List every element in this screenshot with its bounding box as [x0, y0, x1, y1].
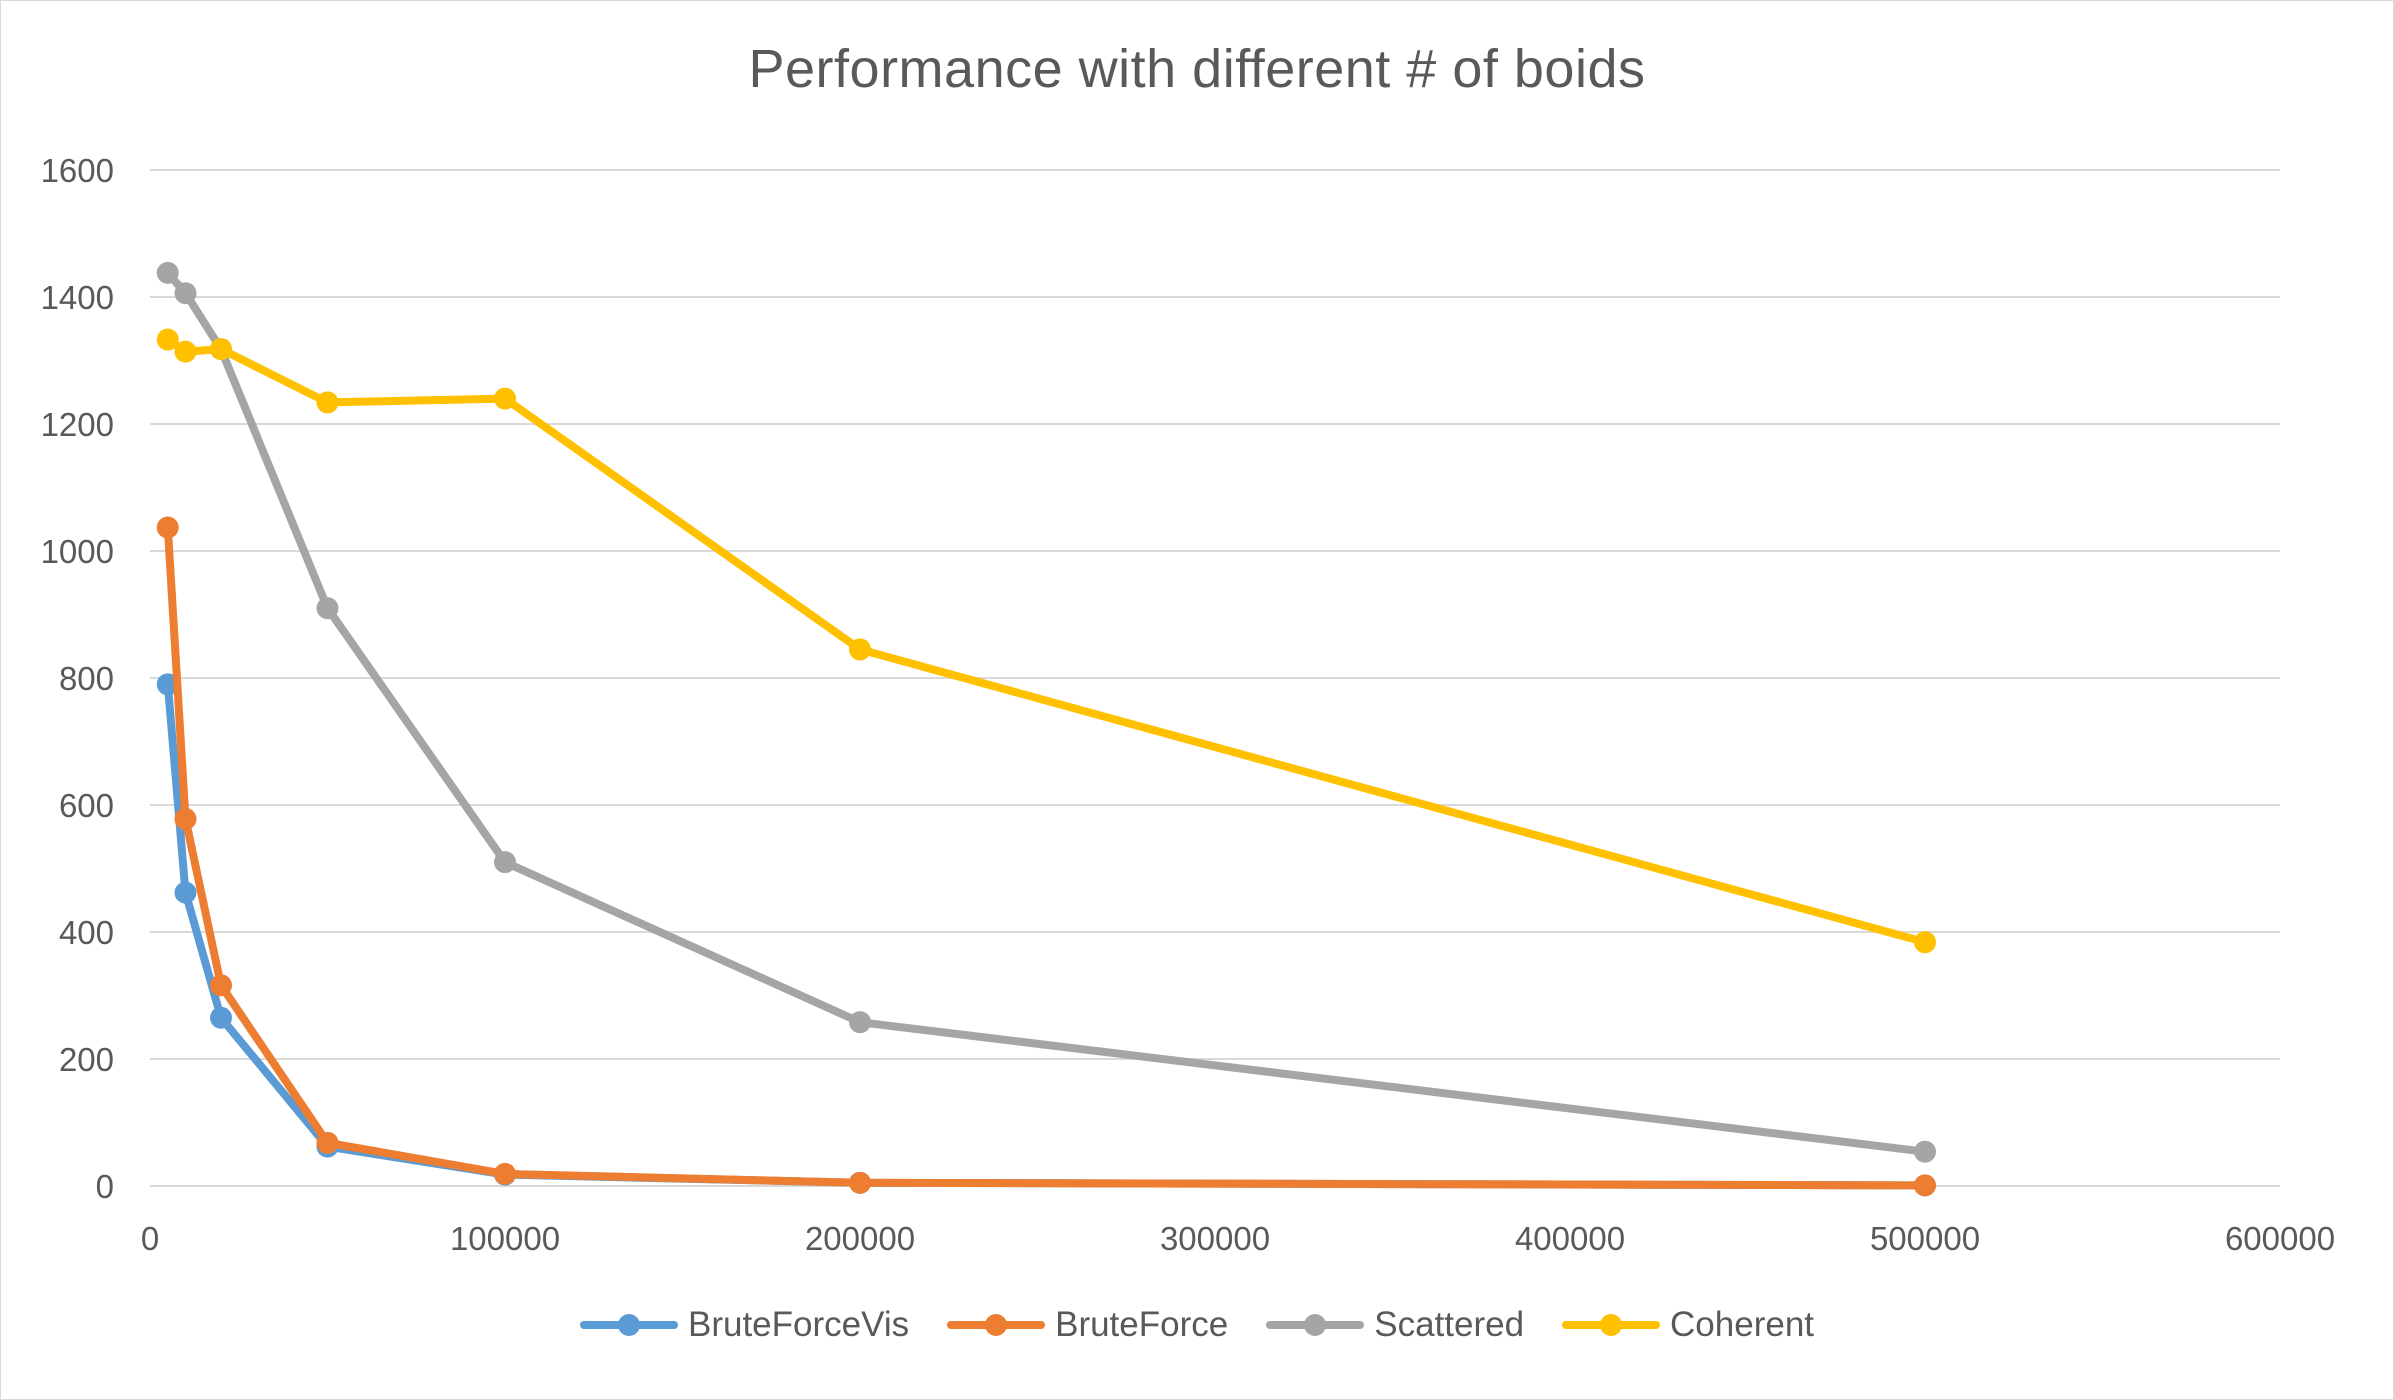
data-point-coherent [156, 328, 179, 351]
data-point-coherent [210, 338, 232, 361]
legend-swatch [579, 1314, 678, 1336]
data-point-bruteforce [316, 1131, 339, 1154]
series-line-scattered [163, 268, 1929, 1156]
series-line-coherent [163, 335, 1929, 947]
data-point-coherent [494, 387, 516, 410]
data-point-scattered [1914, 1140, 1936, 1163]
y-tick-label: 0 [96, 1168, 114, 1205]
y-tick-label: 400 [59, 914, 114, 951]
x-tick-label: 100000 [450, 1220, 560, 1257]
data-point-bruteforce [210, 974, 232, 997]
chart-title: Performance with different # of boids [748, 39, 1646, 99]
x-tick-label: 200000 [805, 1220, 915, 1257]
x-axis-tick-labels: 0 100000 200000 300000 400000 500000 600000 [141, 1220, 2335, 1257]
legend-item-scattered: Scattered [1266, 1305, 1524, 1345]
y-tick-label: 1600 [41, 152, 114, 189]
legend-label: BruteForce [1055, 1305, 1229, 1344]
legend-item-coherent: Coherent [1562, 1305, 1814, 1345]
y-tick-label: 200 [59, 1041, 114, 1078]
x-tick-label: 300000 [1160, 1220, 1270, 1257]
legend-swatch [1266, 1314, 1365, 1336]
data-point-coherent [174, 340, 197, 363]
data-point-bruteforce [156, 516, 179, 539]
x-tick-label: 600000 [2225, 1220, 2335, 1257]
data-point-scattered [494, 851, 516, 874]
y-tick-label: 1000 [41, 533, 114, 570]
y-tick-label: 1400 [41, 279, 114, 316]
legend-label: Scattered [1374, 1305, 1525, 1344]
data-point-scattered [316, 597, 339, 620]
data-point-coherent [1914, 931, 1936, 954]
legend-label: BruteForceVis [687, 1305, 910, 1344]
data-point-bruteforcevis [210, 1006, 232, 1029]
x-tick-label: 400000 [1515, 1220, 1625, 1257]
data-point-scattered [849, 1011, 871, 1034]
y-tick-label: 1200 [41, 406, 114, 443]
x-tick-label: 500000 [1870, 1220, 1980, 1257]
y-axis-tick-labels: 0 200 400 600 800 1000 1200 1400 1600 [41, 152, 114, 1205]
data-point-bruteforce [174, 807, 197, 830]
x-tick-label: 0 [141, 1220, 159, 1257]
legend-swatch [1562, 1314, 1661, 1336]
gridlines [150, 169, 2280, 1187]
data-point-bruteforce [494, 1162, 516, 1185]
data-point-coherent [316, 391, 339, 414]
legend-swatch [947, 1314, 1046, 1336]
data-point-scattered [174, 282, 197, 305]
data-point-coherent [849, 638, 871, 661]
legend: BruteForceVis BruteForce Scattered Coherent [0, 1305, 2394, 1345]
data-point-bruteforce [849, 1171, 871, 1194]
legend-label: Coherent [1670, 1305, 1815, 1344]
series-line-bruteforce [163, 523, 1929, 1190]
series-coherent [156, 328, 1936, 954]
legend-item-bruteforce: BruteForce [947, 1305, 1228, 1345]
series-layer [156, 261, 1936, 1197]
y-tick-label: 600 [59, 787, 114, 824]
legend-item-bruteforcevis: BruteForceVis [579, 1305, 910, 1345]
y-tick-label: 800 [59, 660, 114, 697]
data-point-bruteforcevis [174, 881, 197, 904]
data-point-scattered [156, 261, 179, 284]
data-point-bruteforce [1914, 1174, 1936, 1197]
series-bruteforce [156, 516, 1936, 1197]
